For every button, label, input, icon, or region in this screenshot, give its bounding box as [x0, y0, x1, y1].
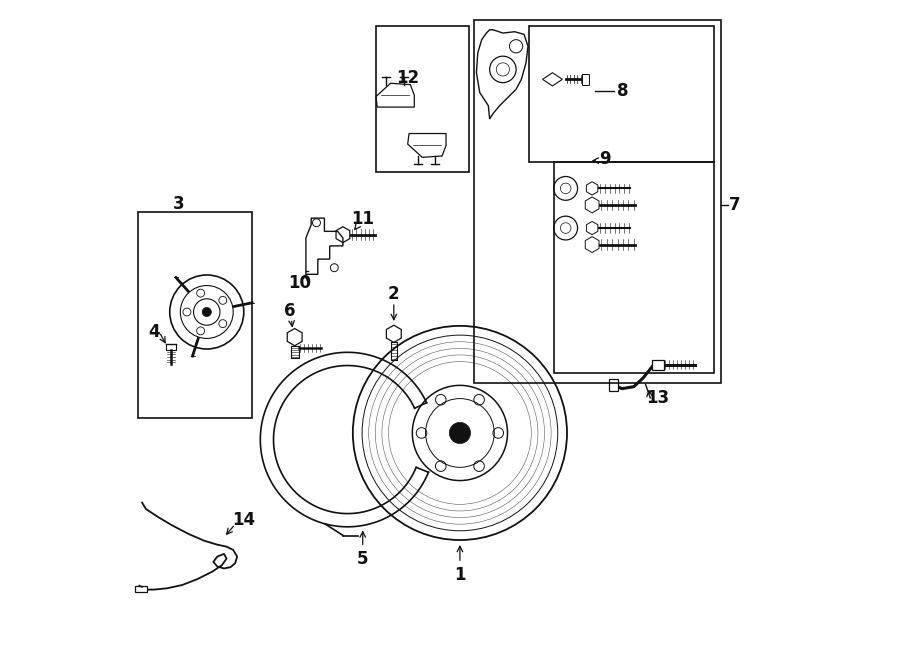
Circle shape	[449, 422, 471, 444]
Bar	[554, 162, 715, 373]
Polygon shape	[306, 218, 343, 274]
Bar	[473, 20, 721, 383]
Text: 11: 11	[351, 210, 374, 229]
FancyBboxPatch shape	[581, 74, 590, 85]
Bar	[608, 379, 618, 391]
Text: 12: 12	[396, 69, 419, 87]
Polygon shape	[376, 83, 414, 107]
Bar	[529, 26, 715, 162]
Text: 4: 4	[148, 323, 159, 341]
Text: 1: 1	[454, 566, 465, 584]
Bar	[376, 26, 469, 172]
Bar	[138, 212, 252, 418]
Bar	[135, 586, 148, 592]
Polygon shape	[408, 134, 446, 157]
Text: 3: 3	[173, 194, 184, 213]
Bar	[652, 360, 664, 370]
Text: 6: 6	[284, 301, 296, 320]
Text: 9: 9	[599, 149, 611, 168]
Text: 2: 2	[388, 285, 400, 303]
Text: 7: 7	[728, 196, 740, 214]
Text: 5: 5	[357, 549, 368, 568]
Text: 13: 13	[647, 389, 670, 407]
Polygon shape	[476, 30, 528, 119]
Text: 10: 10	[288, 274, 310, 292]
Text: 8: 8	[617, 82, 629, 100]
Text: 14: 14	[232, 511, 256, 529]
Circle shape	[202, 307, 211, 317]
